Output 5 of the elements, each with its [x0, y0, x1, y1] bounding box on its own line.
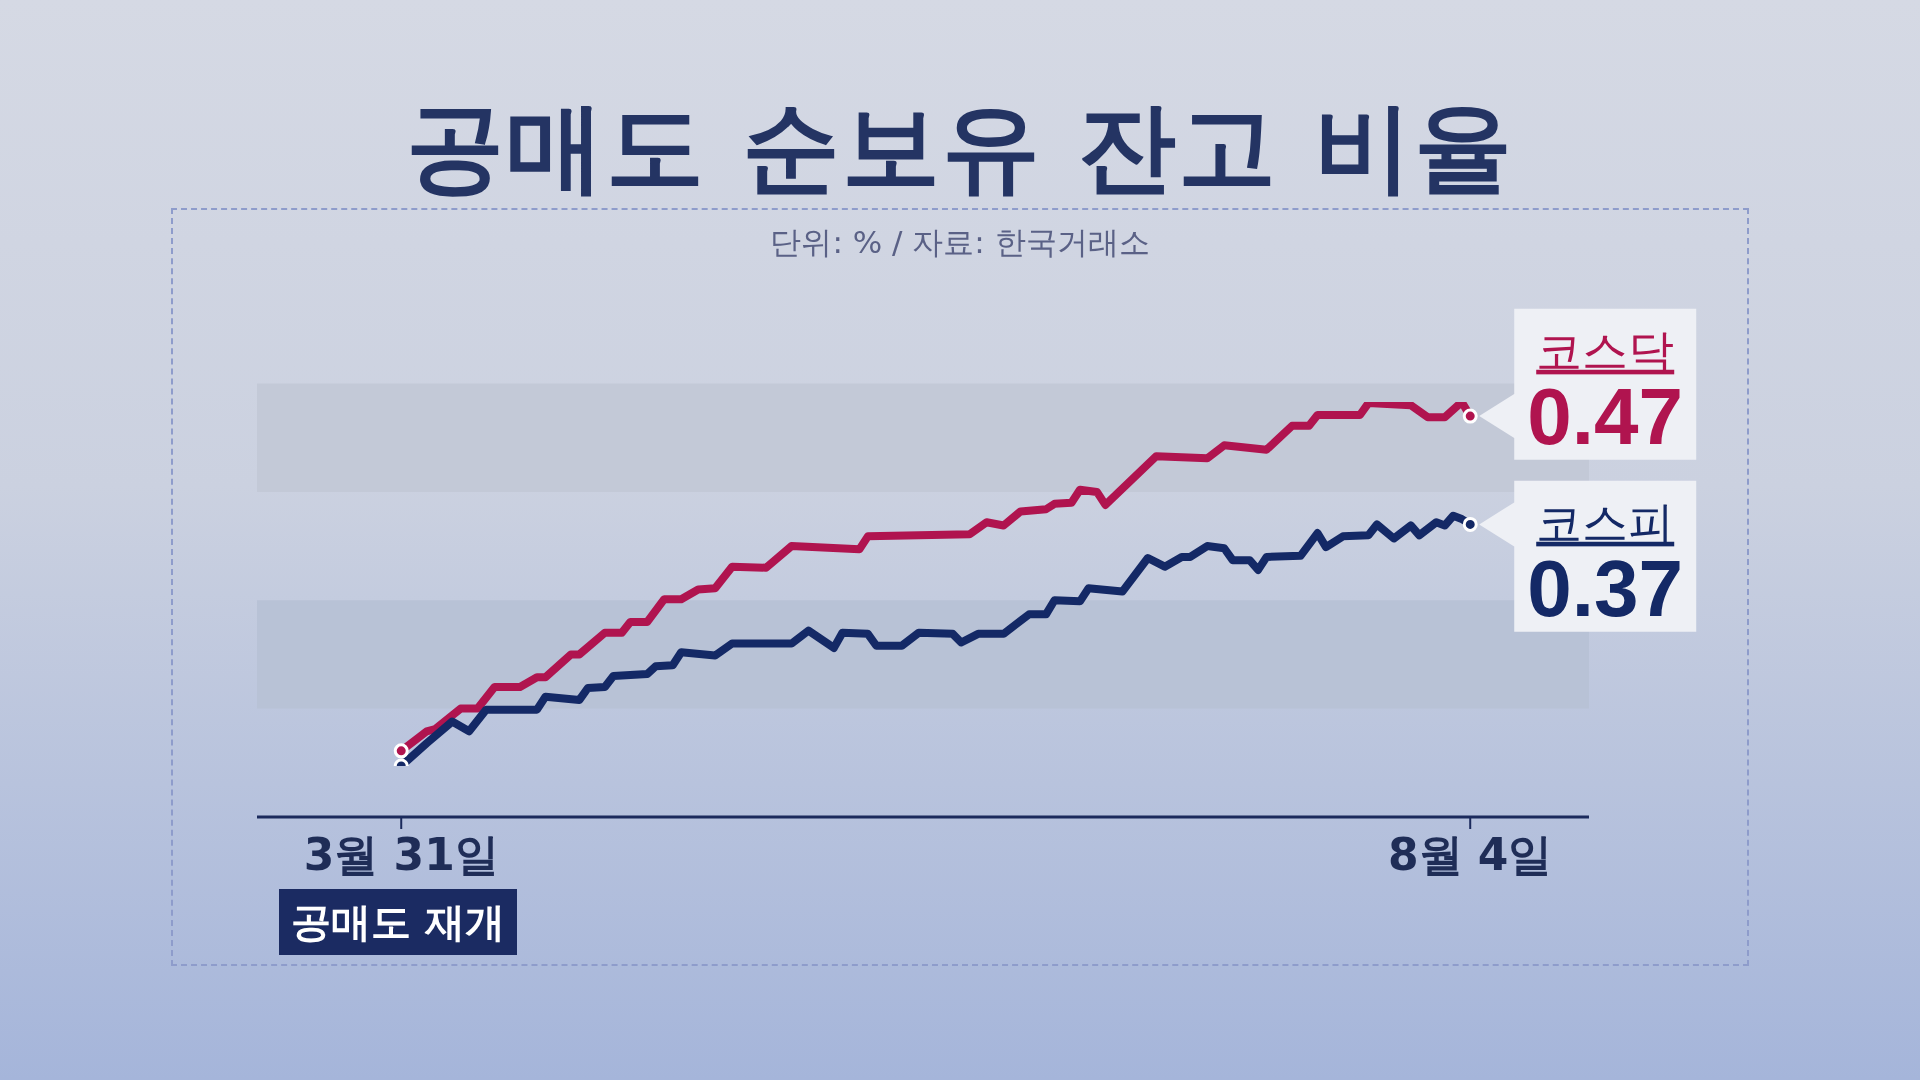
chart-title: 공매도 순보유 잔고 비율 [404, 90, 1516, 204]
x-tick-label: 3월 31일 [303, 829, 499, 881]
chart-subtitle: 단위: % / 자료: 한국거래소 [769, 223, 1151, 262]
x-tick-label: 8월 4일 [1387, 829, 1553, 881]
text: 공매도 재개 [279, 889, 517, 955]
